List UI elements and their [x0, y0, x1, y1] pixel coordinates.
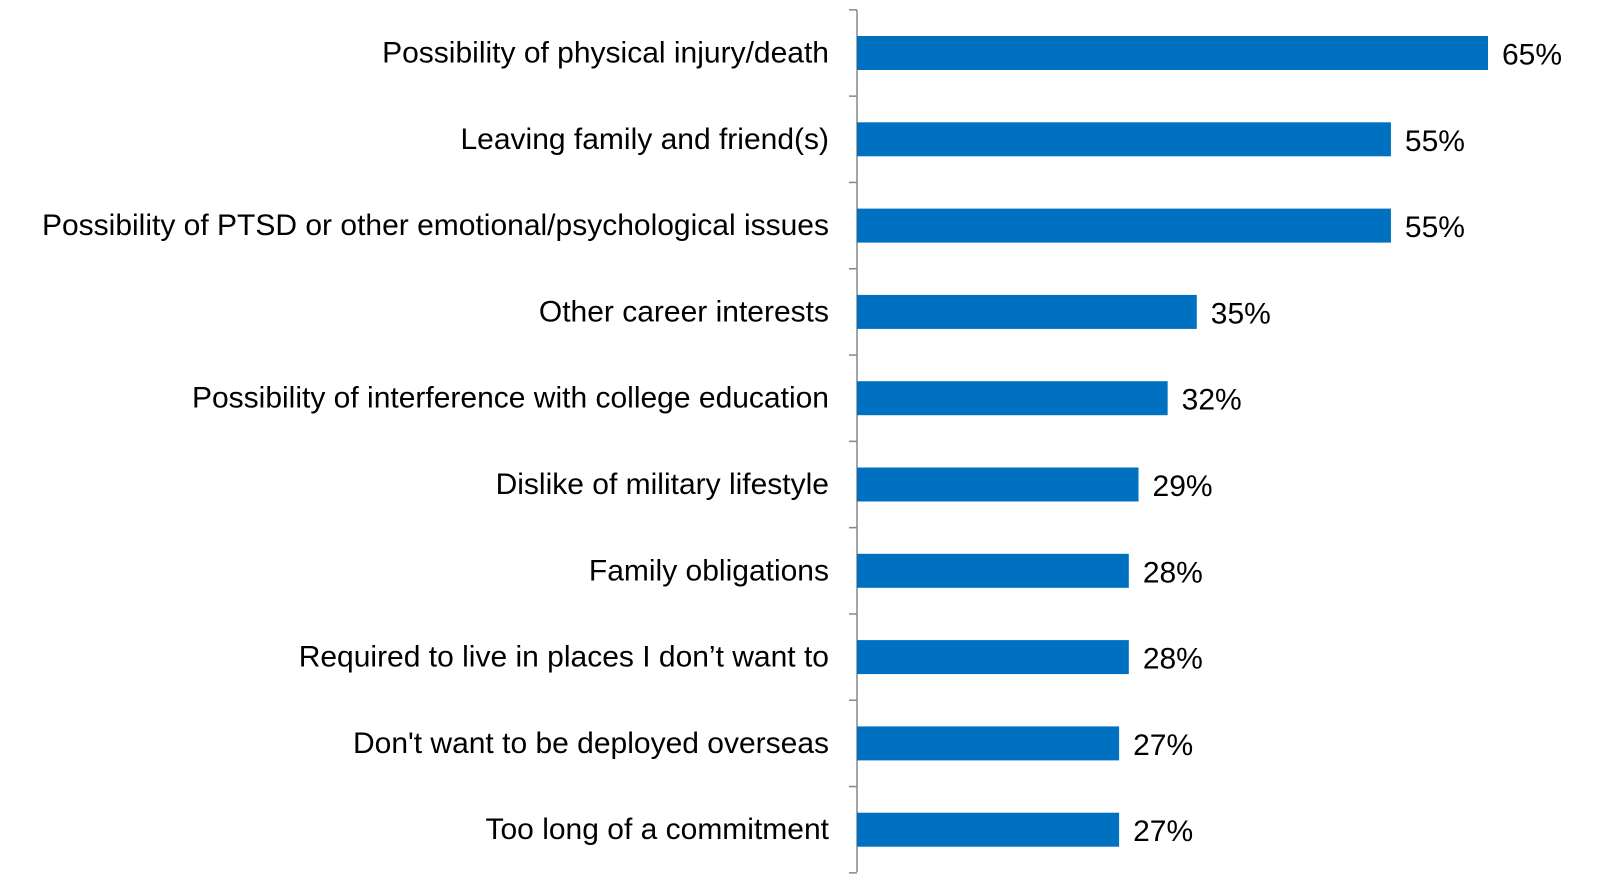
- value-label: 27%: [1133, 815, 1193, 848]
- value-label: 65%: [1502, 39, 1562, 72]
- category-label: Other career interests: [539, 295, 829, 328]
- bar: [857, 36, 1488, 70]
- bar: [857, 726, 1120, 761]
- category-label: Too long of a commitment: [486, 813, 830, 846]
- category-label: Family obligations: [589, 554, 829, 587]
- value-label: 55%: [1405, 211, 1465, 244]
- category-label: Possibility of physical injury/death: [382, 37, 829, 70]
- bar: [857, 208, 1391, 243]
- category-label: Possibility of interference with college…: [192, 382, 829, 415]
- bar: [857, 122, 1391, 157]
- value-label: 27%: [1133, 729, 1193, 762]
- value-label: 29%: [1153, 470, 1213, 503]
- bar: [857, 812, 1120, 847]
- category-label: Possibility of PTSD or other emotional/p…: [42, 209, 829, 242]
- value-label: 35%: [1211, 297, 1271, 330]
- value-label: 28%: [1143, 643, 1203, 676]
- value-label: 28%: [1143, 556, 1203, 589]
- bar: [857, 640, 1129, 675]
- category-label: Required to live in places I don’t want …: [299, 641, 829, 674]
- bar: [857, 553, 1129, 588]
- bar: [857, 294, 1197, 329]
- category-label: Don't want to be deployed overseas: [353, 727, 829, 760]
- category-label: Leaving family and friend(s): [460, 123, 829, 156]
- value-label: 55%: [1405, 125, 1465, 158]
- bar: [857, 381, 1168, 416]
- category-label: Dislike of military lifestyle: [496, 468, 829, 501]
- bar: [857, 467, 1139, 502]
- value-label: 32%: [1182, 384, 1242, 417]
